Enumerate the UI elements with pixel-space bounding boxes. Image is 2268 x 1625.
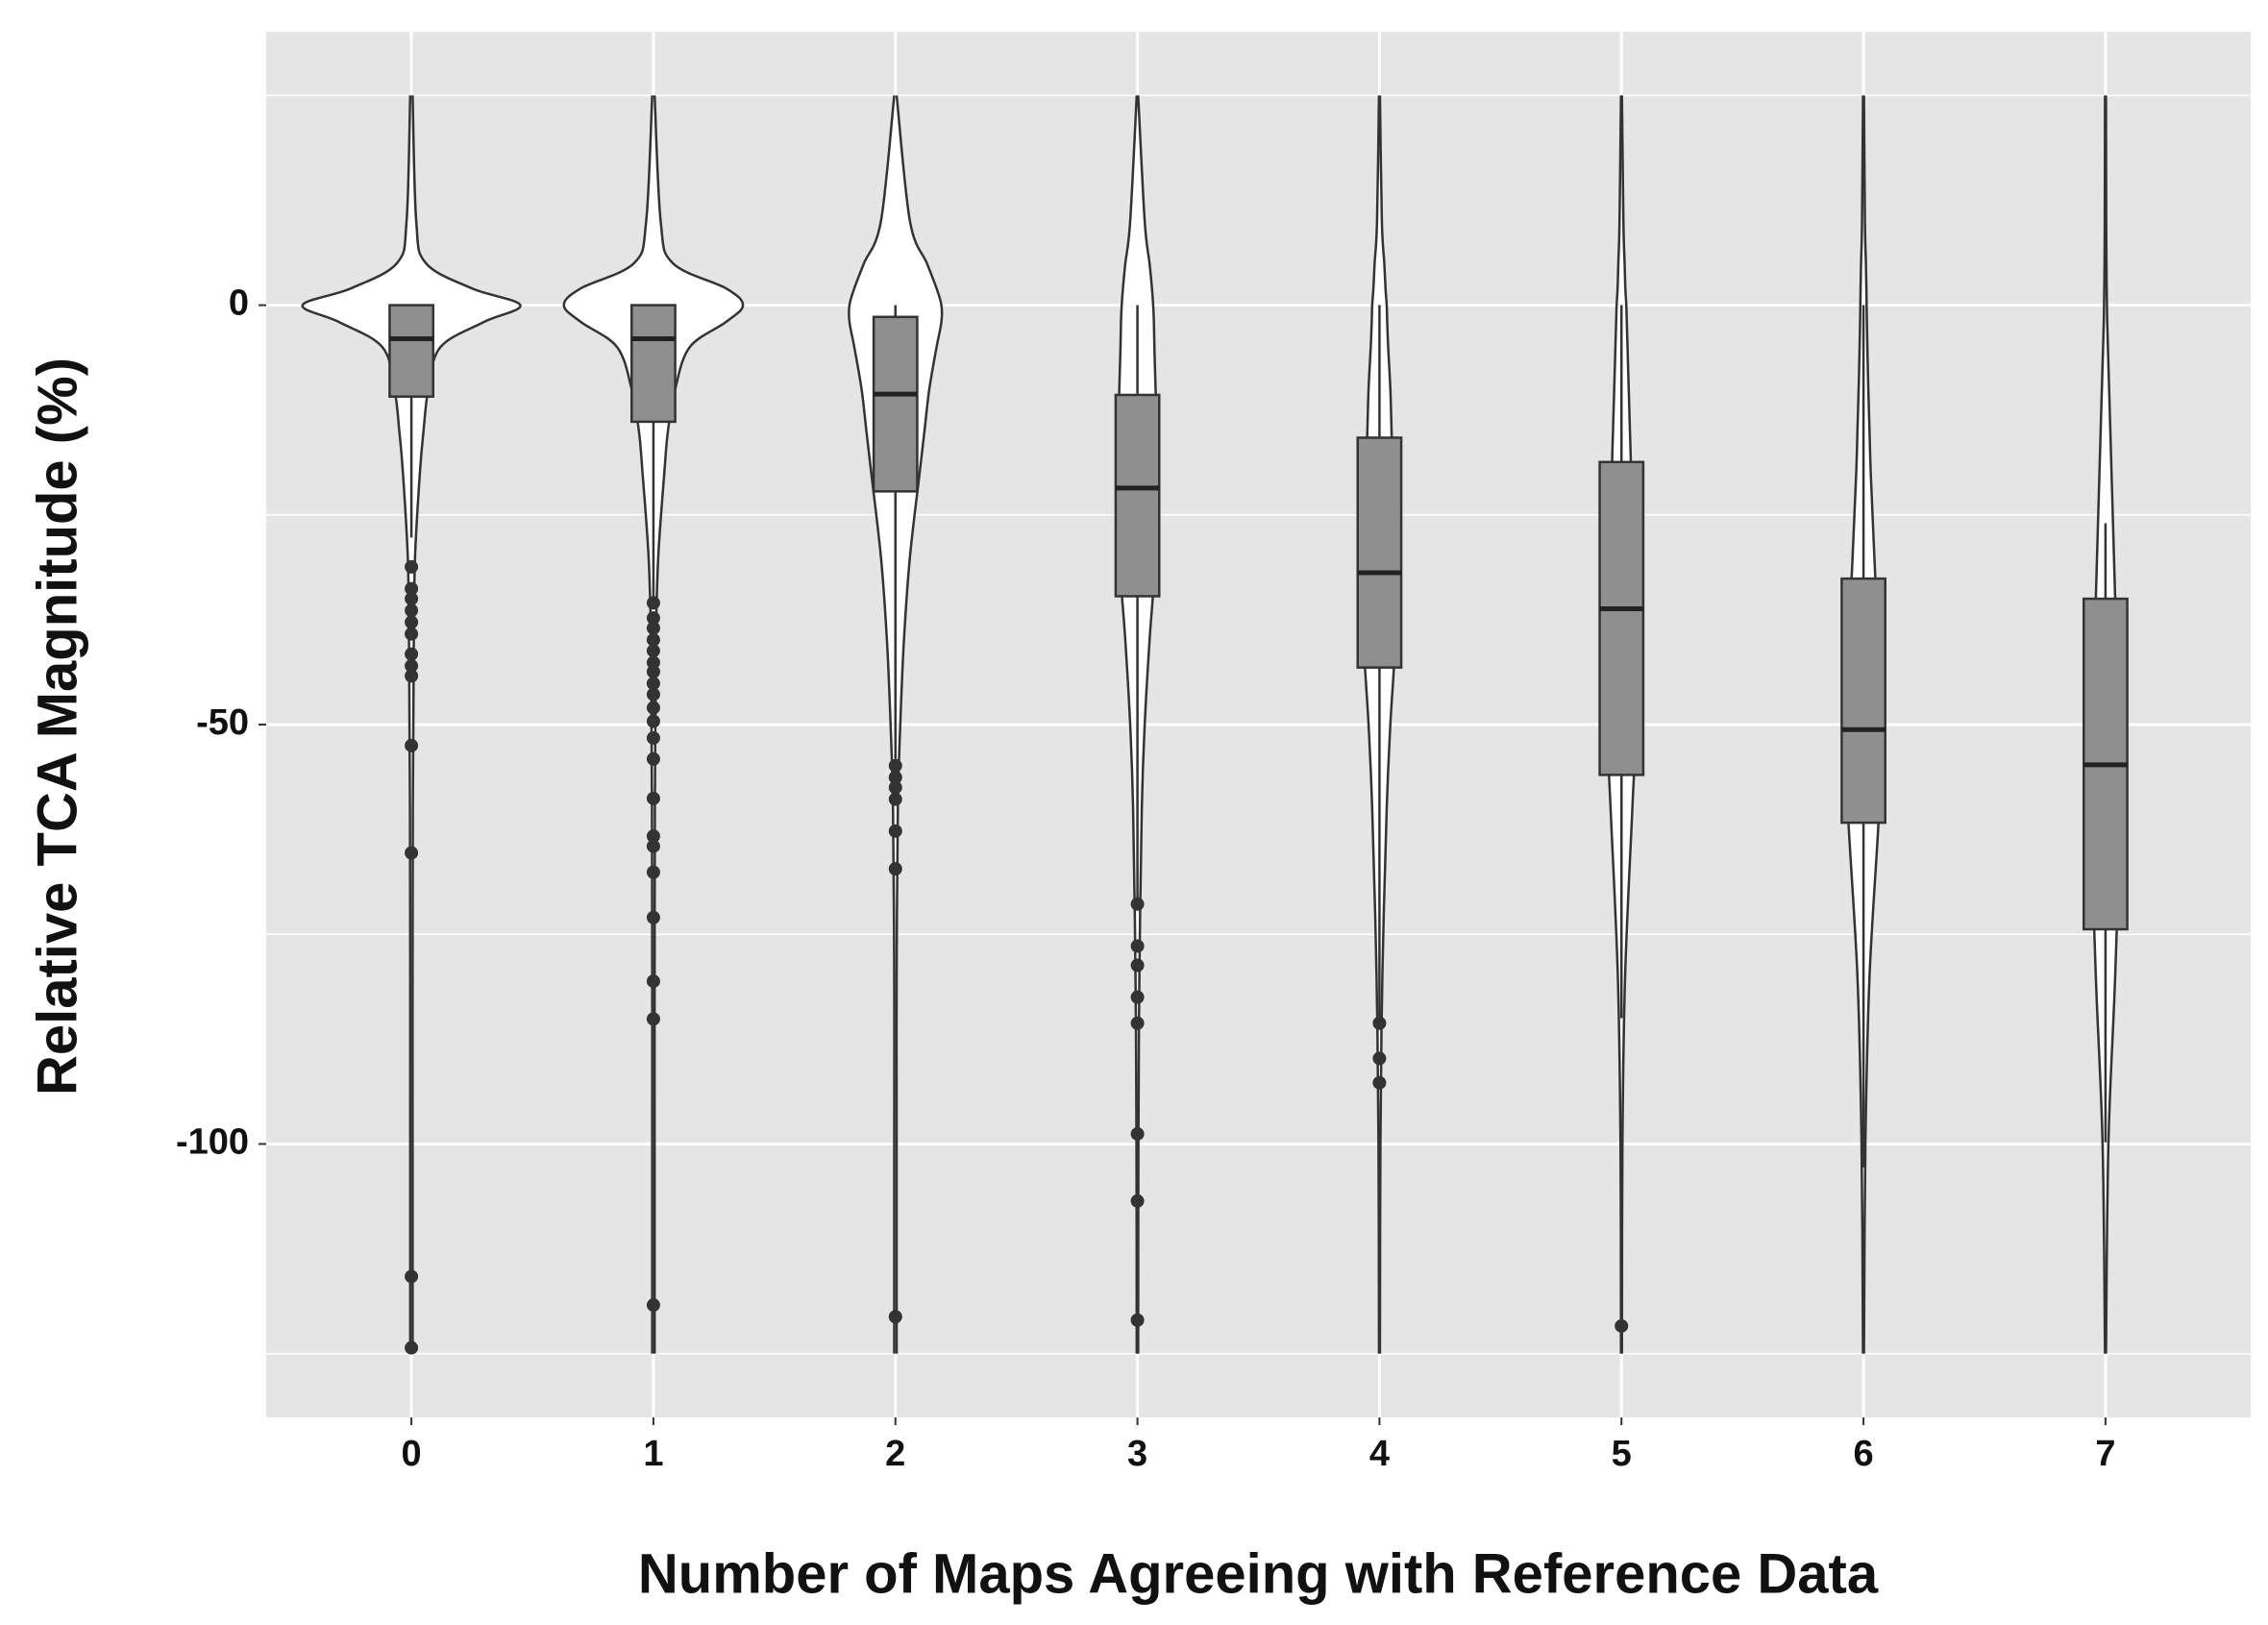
violin-left <box>1845 95 1864 1354</box>
x-axis-title: Number of Maps Agreeing with Reference D… <box>638 1542 1879 1605</box>
outlier <box>646 677 660 691</box>
box <box>630 304 677 424</box>
outlier <box>405 603 419 618</box>
outlier <box>405 559 419 574</box>
violin-left <box>2089 95 2107 1354</box>
outlier <box>646 910 660 924</box>
outlier <box>646 701 660 715</box>
violin-left <box>848 95 896 1354</box>
box <box>1598 460 1645 776</box>
outlier <box>646 751 660 766</box>
outlier <box>646 611 660 626</box>
x-tick-label: 2 <box>885 1434 905 1474</box>
violin-body <box>302 95 521 1354</box>
outlier <box>1130 1313 1145 1327</box>
y-tick-label: -50 <box>196 702 249 743</box>
outlier <box>646 791 660 805</box>
violin-right <box>1862 95 1883 1354</box>
outlier <box>1372 1075 1387 1090</box>
box <box>1840 577 1886 825</box>
outlier <box>405 846 419 860</box>
outlier <box>405 1341 419 1355</box>
outlier <box>405 1269 419 1284</box>
outlier <box>646 839 660 853</box>
outlier <box>646 1012 660 1026</box>
outlier <box>646 974 660 989</box>
x-tick-label: 0 <box>402 1434 422 1474</box>
outlier <box>646 687 660 702</box>
outlier <box>646 730 660 745</box>
box <box>388 304 435 398</box>
outlier <box>888 770 902 784</box>
outlier <box>888 862 902 876</box>
outlier <box>405 592 419 606</box>
outlier <box>405 738 419 752</box>
box <box>872 315 919 493</box>
outlier <box>646 596 660 610</box>
y-axis-title: Relative TCA Magnitude (%) <box>26 357 88 1096</box>
outlier <box>405 647 419 661</box>
box <box>1114 393 1161 598</box>
outlier <box>646 655 660 670</box>
outlier <box>405 627 419 641</box>
y-tick-label: 0 <box>229 283 249 324</box>
outlier <box>888 1310 902 1324</box>
outlier <box>1130 1194 1145 1208</box>
violin-right <box>895 95 944 1354</box>
outlier <box>646 621 660 635</box>
outlier <box>405 669 419 683</box>
violin-right <box>2105 95 2122 1354</box>
outlier <box>646 632 660 647</box>
outlier <box>888 824 902 838</box>
outlier <box>646 714 660 728</box>
outlier <box>1130 958 1145 973</box>
outlier <box>1130 1126 1145 1141</box>
outlier <box>405 658 419 673</box>
y-tick-label: -100 <box>176 1121 249 1162</box>
outlier <box>646 829 660 844</box>
x-tick-label: 5 <box>1612 1434 1632 1474</box>
outlier <box>1130 1016 1145 1030</box>
box <box>1356 436 1403 669</box>
violin-right <box>411 95 522 1354</box>
x-tick-label: 3 <box>1127 1434 1147 1474</box>
outlier <box>1372 1051 1387 1066</box>
outlier <box>1130 990 1145 1004</box>
outlier <box>1372 1016 1387 1030</box>
outlier <box>646 665 660 679</box>
x-tick-label: 1 <box>643 1434 663 1474</box>
violin-left <box>301 95 412 1354</box>
outlier <box>646 644 660 658</box>
x-tick-label: 6 <box>1854 1434 1874 1474</box>
outlier <box>888 758 902 773</box>
outlier <box>888 792 902 806</box>
outlier <box>1615 1318 1629 1333</box>
outlier <box>405 581 419 596</box>
outlier <box>888 780 902 795</box>
outlier <box>405 615 419 629</box>
x-tick-label: 7 <box>2095 1434 2115 1474</box>
outlier <box>1130 897 1145 911</box>
x-tick-label: 4 <box>1369 1434 1390 1474</box>
outlier <box>646 1298 660 1313</box>
outlier <box>1130 939 1145 953</box>
outlier <box>646 865 660 879</box>
